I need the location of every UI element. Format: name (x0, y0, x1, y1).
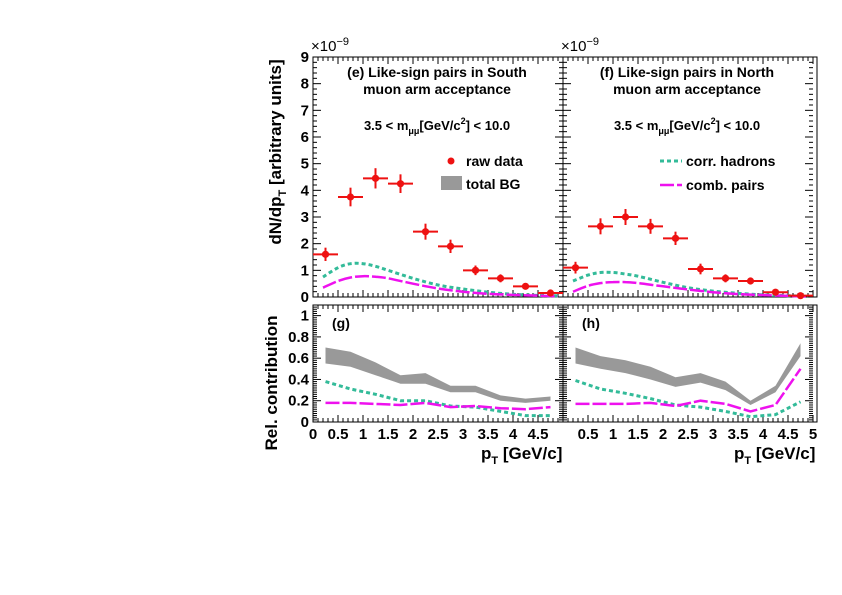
x-tick-label: 4.5 (528, 426, 549, 443)
raw-data-point-e (321, 250, 330, 258)
x-tick-label: 2.5 (678, 426, 699, 443)
raw-data-point-e (396, 180, 405, 188)
panel-h-frame (562, 304, 818, 423)
x-tick-label: 4 (759, 426, 768, 443)
total-bg-band-g (325, 347, 551, 403)
total-bg-band-h (575, 343, 801, 405)
bg-bands-layer (325, 343, 801, 405)
x-tick-label: 1.5 (378, 426, 399, 443)
x-tick-label: 1.5 (628, 426, 649, 443)
y-tick-label: 0.2 (288, 393, 309, 410)
panel-f-frame (562, 56, 818, 298)
corr-hadrons-curve-g (325, 380, 551, 418)
raw-data-point-f (696, 265, 705, 273)
panel-h-title: (h) (582, 315, 600, 331)
raw-data-point-e (521, 282, 530, 290)
x-axis-label-left: pT [GeV/c] (481, 444, 562, 467)
y-tick-label: 4 (301, 182, 310, 199)
raw-data-points-layer (313, 168, 813, 300)
x-tick-label: 4 (509, 426, 518, 443)
panel-e-title-line2: muon arm acceptance (363, 81, 511, 97)
raw-data-point-f (796, 292, 805, 300)
x-tick-label: 2.5 (428, 426, 449, 443)
panel-f-title-line1: (f) Like-sign pairs in North (600, 64, 774, 80)
comb-pairs-curve-e (322, 274, 559, 298)
panel-g-title: (g) (332, 315, 350, 331)
y-tick-label: 8 (301, 76, 309, 93)
panel-f-mass-cut: 3.5 < mμμ[GeV/c2] < 10.0 (614, 116, 760, 136)
legend-comb-pairs-label: comb. pairs (686, 177, 765, 193)
raw-data-point-e (471, 266, 480, 274)
y-tick-label: 0.8 (288, 329, 309, 346)
raw-data-point-e (346, 193, 355, 201)
raw-data-point-f (596, 222, 605, 230)
y-tick-label: 1 (301, 308, 309, 325)
x-tick-label: 4.5 (778, 426, 799, 443)
y-tick-label: 5 (301, 156, 309, 173)
y-tick-label: 1 (301, 262, 309, 279)
x-tick-label: 3.5 (728, 426, 749, 443)
raw-data-point-f (671, 234, 680, 242)
y-tick-label: 0 (301, 414, 309, 431)
y-tick-label: 0.4 (288, 371, 310, 388)
raw-data-point-f (771, 288, 780, 296)
panel-e-mass-cut: 3.5 < mμμ[GeV/c2] < 10.0 (364, 116, 510, 136)
corr-hadrons-curve-h (575, 379, 802, 419)
curves-layer (322, 261, 809, 419)
legend-raw-data-marker (447, 157, 455, 165)
x-tick-label: 2 (409, 426, 417, 443)
x-tick-label: 3.5 (478, 426, 499, 443)
x-tick-label: 3 (459, 426, 467, 443)
x-tick-label: 3 (709, 426, 717, 443)
raw-data-point-e (496, 274, 505, 282)
raw-data-point-f (621, 213, 630, 221)
raw-data-point-f (721, 274, 730, 282)
raw-data-point-f (646, 222, 655, 230)
raw-data-point-e (371, 174, 380, 182)
x-tick-label: 1 (609, 426, 617, 443)
x-tick-label: 5 (809, 426, 817, 443)
corr-hadrons-curve-f (572, 270, 809, 298)
panel-f-title-line2: muon arm acceptance (613, 81, 761, 97)
top-y-axis-label: dN/dpT [arbitrary units] (266, 59, 289, 244)
y-tick-label: 7 (301, 102, 309, 119)
x-tick-label: 0.5 (328, 426, 349, 443)
raw-data-point-f (571, 264, 580, 272)
x-tick-label: 0 (309, 426, 317, 443)
y-tick-label: 3 (301, 209, 309, 226)
exponent-f: ×10−9 (561, 36, 599, 55)
corr-hadrons-curve-e (322, 261, 559, 298)
legend-total-bg-swatch (441, 176, 462, 190)
y-tick-label: 2 (301, 236, 309, 253)
y-tick-label: 0 (301, 289, 309, 306)
legend-raw-data-label: raw data (466, 153, 523, 169)
legend-corr-hadrons-label: corr. hadrons (686, 153, 776, 169)
legend-total-bg-label: total BG (466, 176, 521, 192)
y-tick-label: 9 (301, 49, 309, 66)
comb-pairs-curve-g (325, 401, 551, 411)
raw-data-point-e (446, 242, 455, 250)
raw-data-point-e (546, 289, 555, 297)
x-axis-label-right: pT [GeV/c] (734, 444, 815, 467)
panel-e-title-line1: (e) Like-sign pairs in South (347, 64, 527, 80)
y-tick-label: 0.6 (288, 350, 309, 367)
x-tick-label: 1 (359, 426, 367, 443)
exponent-e: ×10−9 (311, 36, 349, 55)
raw-data-point-e (421, 228, 430, 236)
raw-data-point-f (746, 277, 755, 285)
x-tick-label: 2 (659, 426, 667, 443)
x-tick-label: 0.5 (578, 426, 599, 443)
comb-pairs-curve-f (572, 280, 809, 298)
y-tick-label: 6 (301, 129, 309, 146)
comb-pairs-curve-h (575, 368, 802, 413)
bottom-y-axis-label: Rel. contribution (262, 315, 281, 450)
